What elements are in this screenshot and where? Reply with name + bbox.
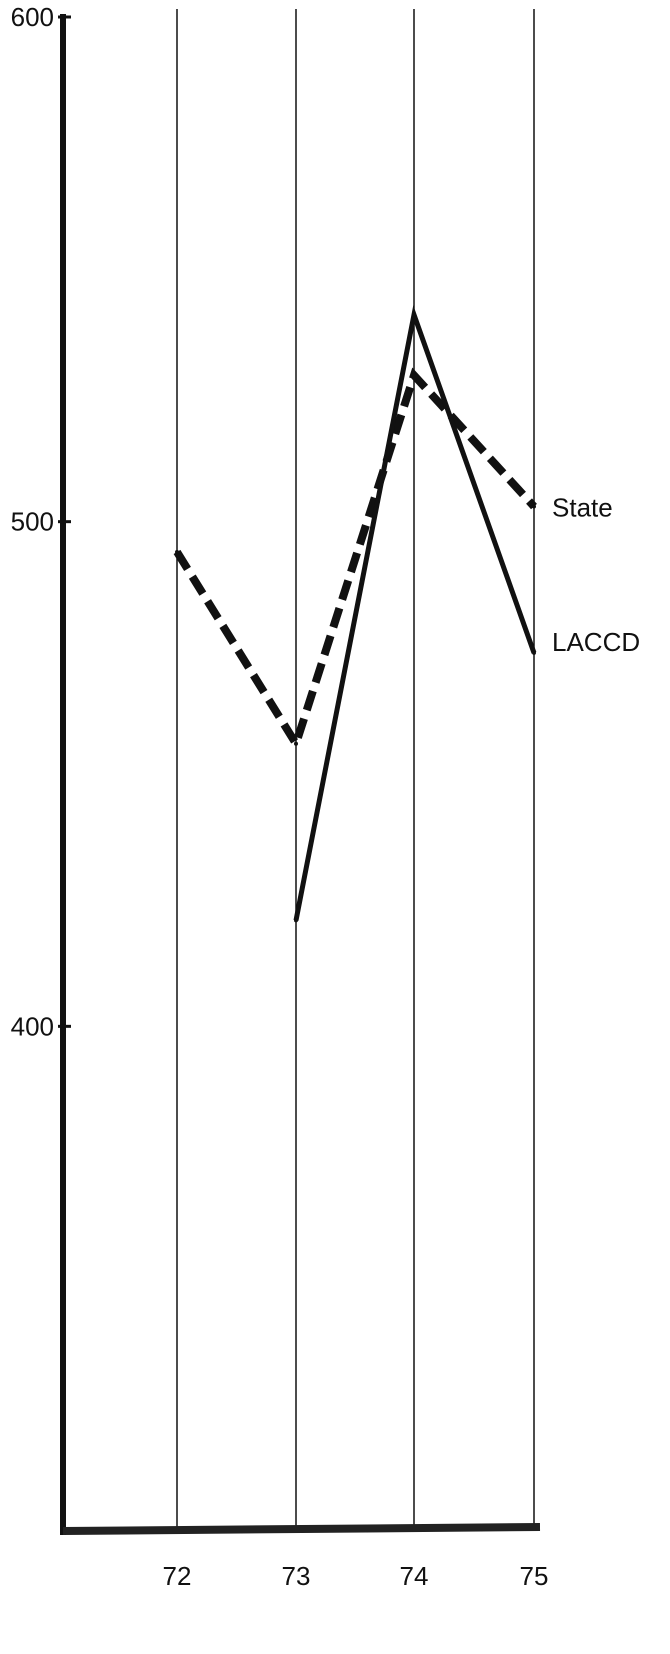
data-point-state — [175, 549, 179, 554]
x-tick-label: 72 — [163, 1561, 192, 1591]
y-tick-label: 600 — [11, 2, 54, 32]
data-point-state — [412, 373, 416, 378]
data-point-laccd — [412, 312, 416, 317]
x-axis-ticks: 72 73 74 75 — [163, 1561, 549, 1591]
data-point-laccd — [294, 918, 298, 923]
y-tick-label: 500 — [11, 507, 54, 537]
series-line-state — [173, 367, 537, 754]
series-line-laccd — [293, 305, 537, 921]
data-point-state — [294, 741, 298, 746]
series-label-laccd: LACCD — [552, 627, 640, 657]
y-axis-ticks: 400 500 600 — [11, 2, 71, 1041]
y-tick-label: 400 — [11, 1011, 54, 1041]
data-point-laccd — [532, 650, 536, 655]
series-lines — [173, 305, 537, 923]
vertical-grid-lines — [176, 9, 535, 1531]
x-axis — [62, 1523, 541, 1535]
data-point-state — [532, 504, 536, 509]
x-tick-label: 75 — [520, 1561, 549, 1591]
series-labels: State LACCD — [552, 493, 640, 657]
x-tick-label: 74 — [400, 1561, 429, 1591]
x-tick-label: 73 — [282, 1561, 311, 1591]
series-label-state: State — [552, 493, 613, 523]
